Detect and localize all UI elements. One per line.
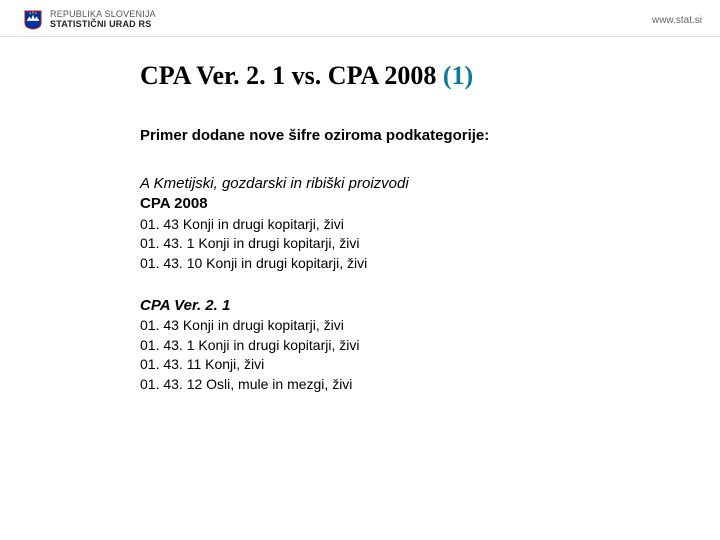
title-accent: (1) [443, 61, 473, 90]
header: REPUBLIKA SLOVENIJA STATISTIČNI URAD RS … [0, 0, 720, 37]
section2-label: CPA Ver. 2. 1 [140, 297, 660, 314]
subheading: Primer dodane nove šifre oziroma podkate… [140, 127, 660, 144]
org-line2: STATISTIČNI URAD RS [50, 20, 156, 30]
list-item: 01. 43. 12 Osli, mule in mezgi, živi [140, 375, 660, 395]
section1-list: 01. 43 Konji in drugi kopitarji, živi 01… [140, 215, 660, 274]
section1-header: A Kmetijski, gozdarski in ribiški proizv… [140, 174, 660, 215]
section2-list: 01. 43 Konji in drugi kopitarji, živi 01… [140, 316, 660, 394]
header-left: REPUBLIKA SLOVENIJA STATISTIČNI URAD RS [24, 10, 156, 30]
list-item: 01. 43 Konji in drugi kopitarji, živi [140, 215, 660, 235]
title-main: CPA Ver. 2. 1 vs. CPA 2008 [140, 61, 443, 90]
list-item: 01. 43. 1 Konji in drugi kopitarji, živi [140, 336, 660, 356]
site-url: www.stat.si [652, 15, 702, 26]
list-item: 01. 43 Konji in drugi kopitarji, živi [140, 316, 660, 336]
list-item: 01. 43. 1 Konji in drugi kopitarji, živi [140, 234, 660, 254]
org-text: REPUBLIKA SLOVENIJA STATISTIČNI URAD RS [50, 10, 156, 30]
list-item: 01. 43. 11 Konji, živi [140, 355, 660, 375]
coat-of-arms-icon [24, 10, 42, 30]
page-title: CPA Ver. 2. 1 vs. CPA 2008 (1) [140, 61, 660, 91]
list-item: 01. 43. 10 Konji in drugi kopitarji, živ… [140, 254, 660, 274]
section1-line-a: A Kmetijski, gozdarski in ribiški proizv… [140, 174, 660, 194]
section1-line-b: CPA 2008 [140, 194, 660, 214]
content: CPA Ver. 2. 1 vs. CPA 2008 (1) Primer do… [0, 37, 720, 439]
